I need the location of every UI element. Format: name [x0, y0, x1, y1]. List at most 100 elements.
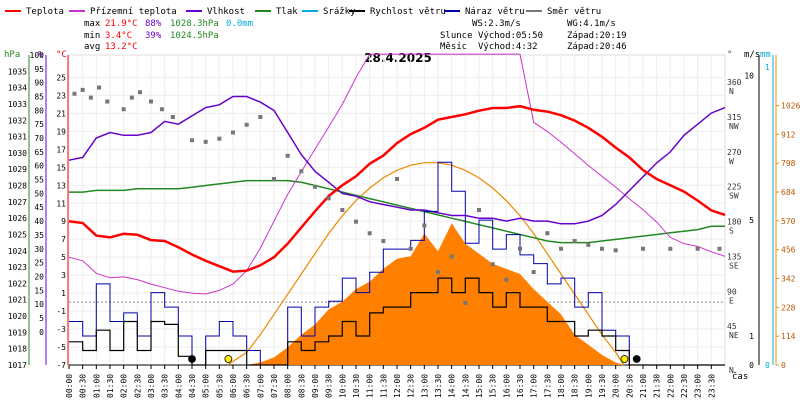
pressure-tick-label: 1023 [8, 263, 27, 272]
temperature-tick-label: -3 [56, 325, 66, 334]
stats-min-label: min [84, 31, 100, 41]
legend-label: Náraz větru [465, 7, 525, 17]
moon-rise: Východ:4:32 [478, 42, 538, 52]
x-tick-label: 11:30 [379, 374, 388, 398]
humidity-tick-label: 90 [34, 79, 44, 88]
temperature-tick-label: -1 [56, 307, 66, 316]
wind-direction-point [258, 115, 263, 119]
wind-direction-point [668, 246, 673, 251]
wind-direction-point [203, 139, 208, 144]
unit-wind: m/s [744, 50, 760, 60]
pressure-tick-label: 1027 [8, 198, 27, 207]
stats-max-press: 1028.3hPa [170, 19, 219, 29]
wind-direction-point [231, 130, 235, 135]
humidity-tick-label: 70 [34, 134, 44, 143]
stats-avg-temp: 13.2°C [105, 42, 138, 52]
x-tick-label: 22:00 [666, 374, 675, 398]
direction-cardinal-label: SE [729, 261, 739, 270]
x-tick-label: 05:00 [202, 374, 211, 398]
wind-direction-point [354, 219, 358, 224]
pressure-tick-label: 1033 [8, 100, 27, 109]
wind-direction-point [477, 208, 481, 212]
wind-direction-point [586, 242, 591, 247]
solar-tick-label: 0 [781, 361, 786, 370]
stats-min-temp: 3.4°C [105, 31, 132, 41]
x-tick-label: 14:30 [461, 374, 470, 398]
direction-cardinal-label: NW [729, 122, 739, 131]
wind-direction-point [138, 90, 143, 95]
temperature-tick-label: 3 [61, 271, 66, 280]
wind-speed-line [69, 277, 725, 366]
temperature-tick-label: 25 [56, 73, 66, 82]
humidity-tick-label: 50 [34, 189, 44, 198]
humidity-tick-label: 0 [39, 328, 44, 337]
x-tick-label: 00:30 [79, 374, 88, 398]
stats-max-hum: 88% [145, 19, 162, 29]
x-tick-label: 07:00 [256, 374, 265, 398]
wind-direction-point [717, 246, 722, 251]
wind-direction-point [613, 248, 618, 253]
rain-tick-label: 1 [765, 63, 770, 72]
solar-tick-label: 1026 [781, 102, 800, 111]
x-tick-label: 19:00 [584, 374, 593, 398]
pressure-tick-label: 1019 [8, 328, 27, 337]
x-tick-label: 23:00 [694, 374, 703, 398]
rain-tick-label: 0 [765, 361, 770, 370]
direction-cardinal-label: E [729, 296, 734, 305]
chart-date: 28.4.2025 [364, 51, 432, 65]
x-tick-label: 04:30 [188, 374, 197, 398]
solar-tick-label: 456 [781, 246, 796, 255]
temperature-tick-label: 5 [61, 253, 66, 262]
sun-set-marker [620, 355, 629, 363]
humidity-line [68, 95, 726, 225]
wind-direction-point [381, 239, 386, 243]
x-tick-label: 18:00 [557, 374, 566, 398]
direction-cardinal-label: S [729, 227, 734, 236]
temperature-tick-label: -5 [56, 343, 66, 352]
direction-tick-label: 45 [727, 322, 737, 331]
wind-direction-point [190, 138, 194, 143]
wind-direction-point [695, 246, 700, 251]
legend-label: Srážky [323, 7, 356, 17]
stats-min-press: 1024.5hPa [170, 31, 219, 41]
pressure-tick-label: 1017 [8, 361, 27, 370]
humidity-tick-label: 80 [34, 106, 44, 115]
x-tick-label: 02:00 [120, 374, 129, 398]
legend-label: Rychlost větru [370, 7, 446, 17]
temperature-line [68, 104, 726, 273]
direction-tick-label: 90 [727, 287, 737, 296]
solar-tick-label: 342 [781, 275, 796, 284]
moon-label: Měsíc [440, 42, 467, 52]
chart-marks [68, 53, 726, 366]
wind-gust-info: WG:4.1m/s [567, 19, 616, 29]
direction-tick-label: 225 [727, 183, 742, 192]
wind-direction-point [518, 246, 522, 251]
x-tick-label: 03:30 [161, 374, 170, 398]
direction-tick-label: 360 [727, 78, 742, 87]
temperature-tick-label: 1 [61, 289, 66, 298]
x-tick-label: 12:00 [393, 374, 402, 398]
temperature-tick-label: 21 [56, 109, 66, 118]
temperature-tick-label: -7 [56, 361, 66, 370]
x-tick-label: 09:30 [325, 374, 334, 398]
wind-direction-point [463, 301, 468, 305]
direction-tick-label: 180 [727, 218, 742, 227]
wind-direction-point [326, 196, 331, 201]
wind-direction-point [490, 262, 495, 267]
wind-direction-point [88, 95, 93, 100]
wind-direction-point [436, 270, 440, 274]
wind-tick-label: 1 [749, 332, 754, 341]
sun-rise-marker [224, 355, 233, 363]
humidity-tick-label: 65 [34, 148, 44, 157]
solar-tick-label: 912 [781, 130, 796, 139]
moon-rise-marker [188, 355, 196, 363]
humidity-tick-label: 15 [34, 286, 44, 295]
stats-max-label: max [84, 19, 101, 29]
x-tick-label: 10:30 [352, 374, 361, 398]
wind-direction-point [299, 169, 304, 174]
direction-cardinal-label: W [729, 157, 734, 166]
wind-tick-label: 0 [749, 361, 754, 370]
wind-direction-point [170, 115, 175, 119]
stats-avg-label: avg [84, 42, 100, 52]
solar-tick-label: 228 [781, 303, 796, 312]
